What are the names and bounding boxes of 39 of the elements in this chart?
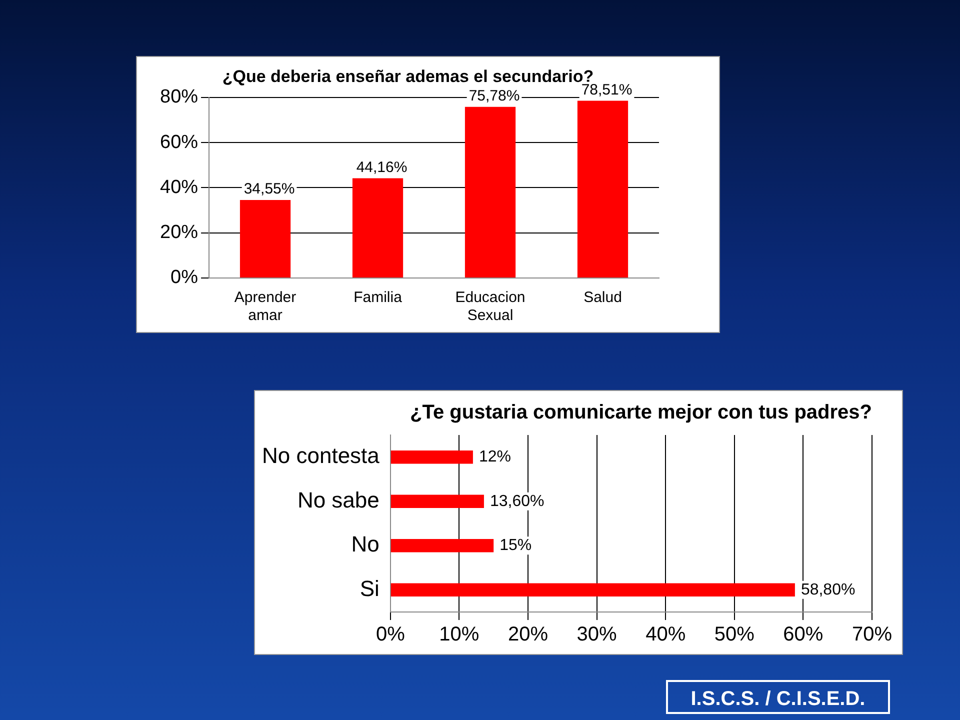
data-label: 13,60% bbox=[490, 492, 544, 510]
y-tick-label: Si bbox=[360, 576, 380, 601]
x-tick-label: Aprender amar bbox=[234, 289, 296, 324]
y-tick-label: No contesta bbox=[262, 443, 380, 468]
y-tick-label: 40% bbox=[160, 176, 198, 198]
x-tick-label: 50% bbox=[714, 624, 755, 646]
chart-title: ¿Te gustaria comunicarte mejor con tus padres? bbox=[410, 402, 872, 424]
x-tick-label: 70% bbox=[852, 624, 892, 646]
data-label: 75,78% bbox=[468, 88, 520, 105]
data-label: 15% bbox=[500, 537, 532, 554]
x-tick-label: Educacion Sexual bbox=[455, 289, 526, 324]
y-tick-label: 80% bbox=[160, 86, 198, 108]
bar bbox=[390, 583, 795, 597]
x-tick-label: 10% bbox=[439, 624, 480, 646]
y-tick-label: 20% bbox=[160, 222, 198, 244]
data-label: 12% bbox=[478, 448, 511, 466]
x-tick-label: 0% bbox=[376, 624, 406, 646]
y-tick-label: No bbox=[351, 532, 380, 557]
y-tick-label: No sabe bbox=[297, 487, 380, 512]
x-tick-label: 60% bbox=[783, 624, 824, 646]
data-label: 78,51% bbox=[581, 81, 632, 98]
data-label: 44,16% bbox=[356, 158, 408, 176]
x-tick-label: 30% bbox=[576, 624, 618, 646]
x-tick-label: Familia bbox=[354, 289, 403, 306]
data-label: 58,80% bbox=[800, 581, 856, 598]
x-tick-label: Salud bbox=[584, 289, 622, 306]
data-label: 34,55% bbox=[244, 180, 295, 198]
y-tick-label: 60% bbox=[160, 132, 198, 153]
bar bbox=[352, 178, 404, 278]
x-tick-label: 40% bbox=[646, 624, 686, 646]
bar bbox=[464, 106, 516, 278]
bar bbox=[577, 100, 628, 278]
x-tick-label: 20% bbox=[508, 624, 548, 646]
bar bbox=[390, 538, 494, 552]
bar bbox=[390, 450, 473, 464]
y-tick-label: 0% bbox=[170, 267, 198, 288]
bar bbox=[240, 200, 291, 278]
text: I.S.C.S. / C.I.S.E.D. bbox=[666, 680, 890, 714]
bar bbox=[390, 494, 484, 508]
